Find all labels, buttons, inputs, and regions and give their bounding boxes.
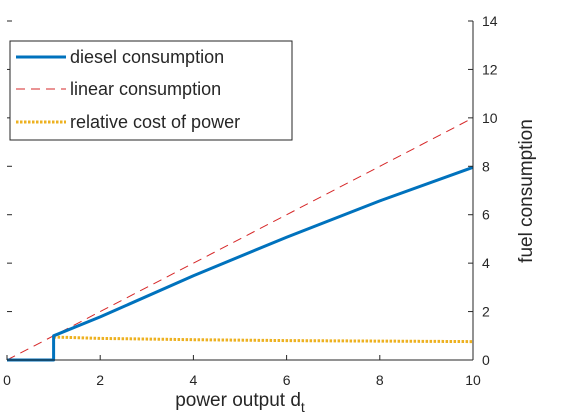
x-axis-label: power output dt <box>175 390 305 415</box>
x-tick-label: 6 <box>283 372 291 388</box>
legend-label: linear consumption <box>70 79 221 99</box>
legend-label: diesel consumption <box>70 47 224 67</box>
y-tick-label: 12 <box>482 61 498 77</box>
series-line-relative-cost-of-power <box>53 335 474 344</box>
legend-label: relative cost of power <box>70 112 240 132</box>
series-line-diesel-consumption <box>7 165 474 362</box>
x-tick-label: 2 <box>96 372 104 388</box>
x-tick-label: 0 <box>3 372 11 388</box>
series-layer <box>6 117 474 362</box>
series-line-linear-consumption <box>6 117 474 361</box>
x-tick-label: 8 <box>376 372 384 388</box>
legend: diesel consumption linear consumption rela… <box>9 40 293 141</box>
y-tick-label: 0 <box>482 352 490 368</box>
y-tick-label: 2 <box>482 304 490 320</box>
y-tick-label: 8 <box>482 158 490 174</box>
x-tick-label: 10 <box>465 372 481 388</box>
y-tick-label: 14 <box>482 13 498 29</box>
axes-layer <box>7 21 474 361</box>
x-tick-label: 4 <box>190 372 198 388</box>
y-tick-label: 10 <box>482 110 498 126</box>
y-axis-label: fuel consumption <box>516 119 537 263</box>
y-tick-label: 4 <box>482 255 490 271</box>
y-tick-label: 6 <box>482 207 490 223</box>
